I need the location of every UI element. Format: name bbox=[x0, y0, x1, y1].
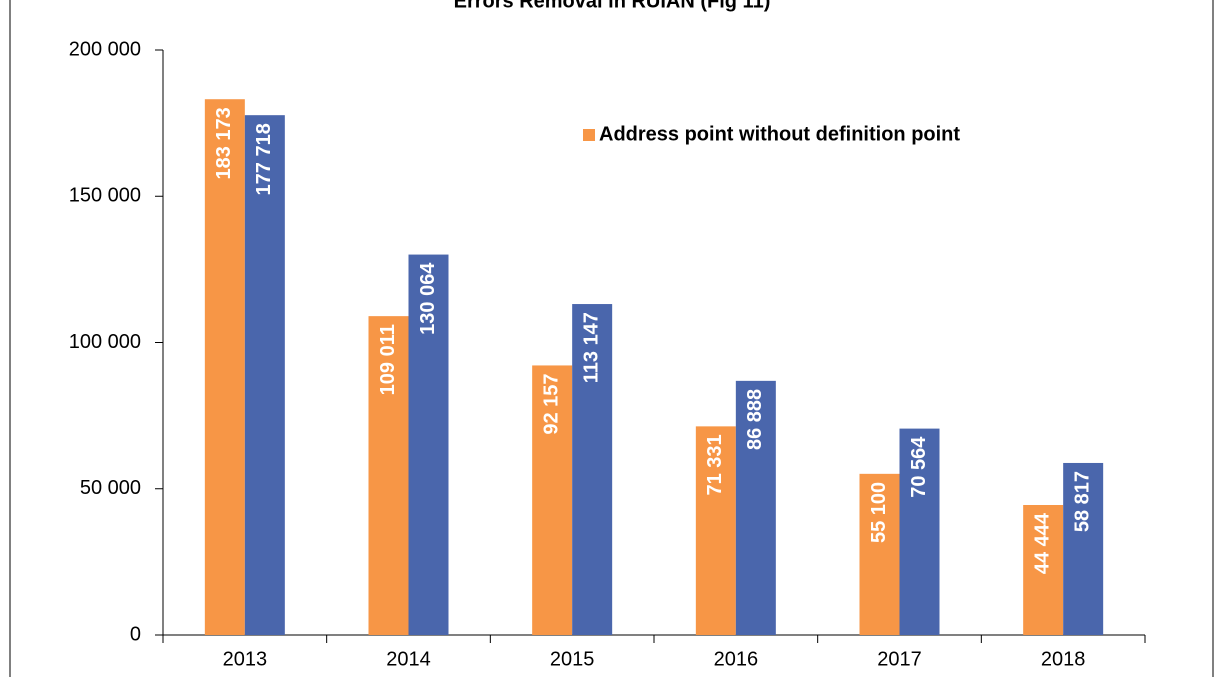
data-label: 177 718 bbox=[253, 123, 275, 195]
y-tick-label: 0 bbox=[130, 623, 141, 645]
data-label: 130 064 bbox=[417, 262, 439, 335]
y-tick-label: 200 000 bbox=[69, 38, 141, 60]
data-label: 86 888 bbox=[744, 389, 766, 450]
x-tick-label: 2013 bbox=[223, 648, 268, 670]
bar bbox=[532, 365, 573, 635]
bar bbox=[244, 115, 285, 635]
bar bbox=[859, 473, 900, 635]
bar bbox=[408, 254, 449, 635]
bar bbox=[204, 99, 245, 635]
data-label: 70 564 bbox=[908, 436, 930, 498]
x-tick-label: 2015 bbox=[550, 648, 595, 670]
bar bbox=[735, 380, 776, 635]
data-label: 55 100 bbox=[868, 482, 890, 543]
bar bbox=[572, 304, 613, 635]
data-label: 113 147 bbox=[580, 312, 602, 383]
legend-swatch bbox=[583, 129, 595, 141]
data-label: 109 011 bbox=[377, 324, 399, 395]
legend-label: Address point without definition point bbox=[599, 123, 960, 145]
chart-title: Errors Removal in RUIAN (Fig 11) bbox=[454, 0, 771, 12]
data-label: 44 444 bbox=[1031, 512, 1053, 574]
x-tick-label: 2018 bbox=[1041, 648, 1086, 670]
bar bbox=[695, 426, 736, 635]
data-label: 183 173 bbox=[213, 107, 235, 179]
bar bbox=[1023, 505, 1064, 635]
x-tick-label: 2014 bbox=[386, 648, 431, 670]
bar bbox=[1063, 462, 1104, 635]
bar bbox=[899, 428, 940, 635]
x-tick-label: 2017 bbox=[877, 648, 922, 670]
y-tick-label: 150 000 bbox=[69, 185, 141, 207]
y-tick-label: 100 000 bbox=[69, 331, 141, 353]
data-label: 71 331 bbox=[704, 434, 726, 495]
bar bbox=[368, 316, 409, 635]
data-label: 92 157 bbox=[540, 373, 562, 434]
y-tick-label: 50 000 bbox=[80, 477, 141, 499]
data-label: 58 817 bbox=[1071, 471, 1093, 532]
x-tick-label: 2016 bbox=[714, 648, 759, 670]
